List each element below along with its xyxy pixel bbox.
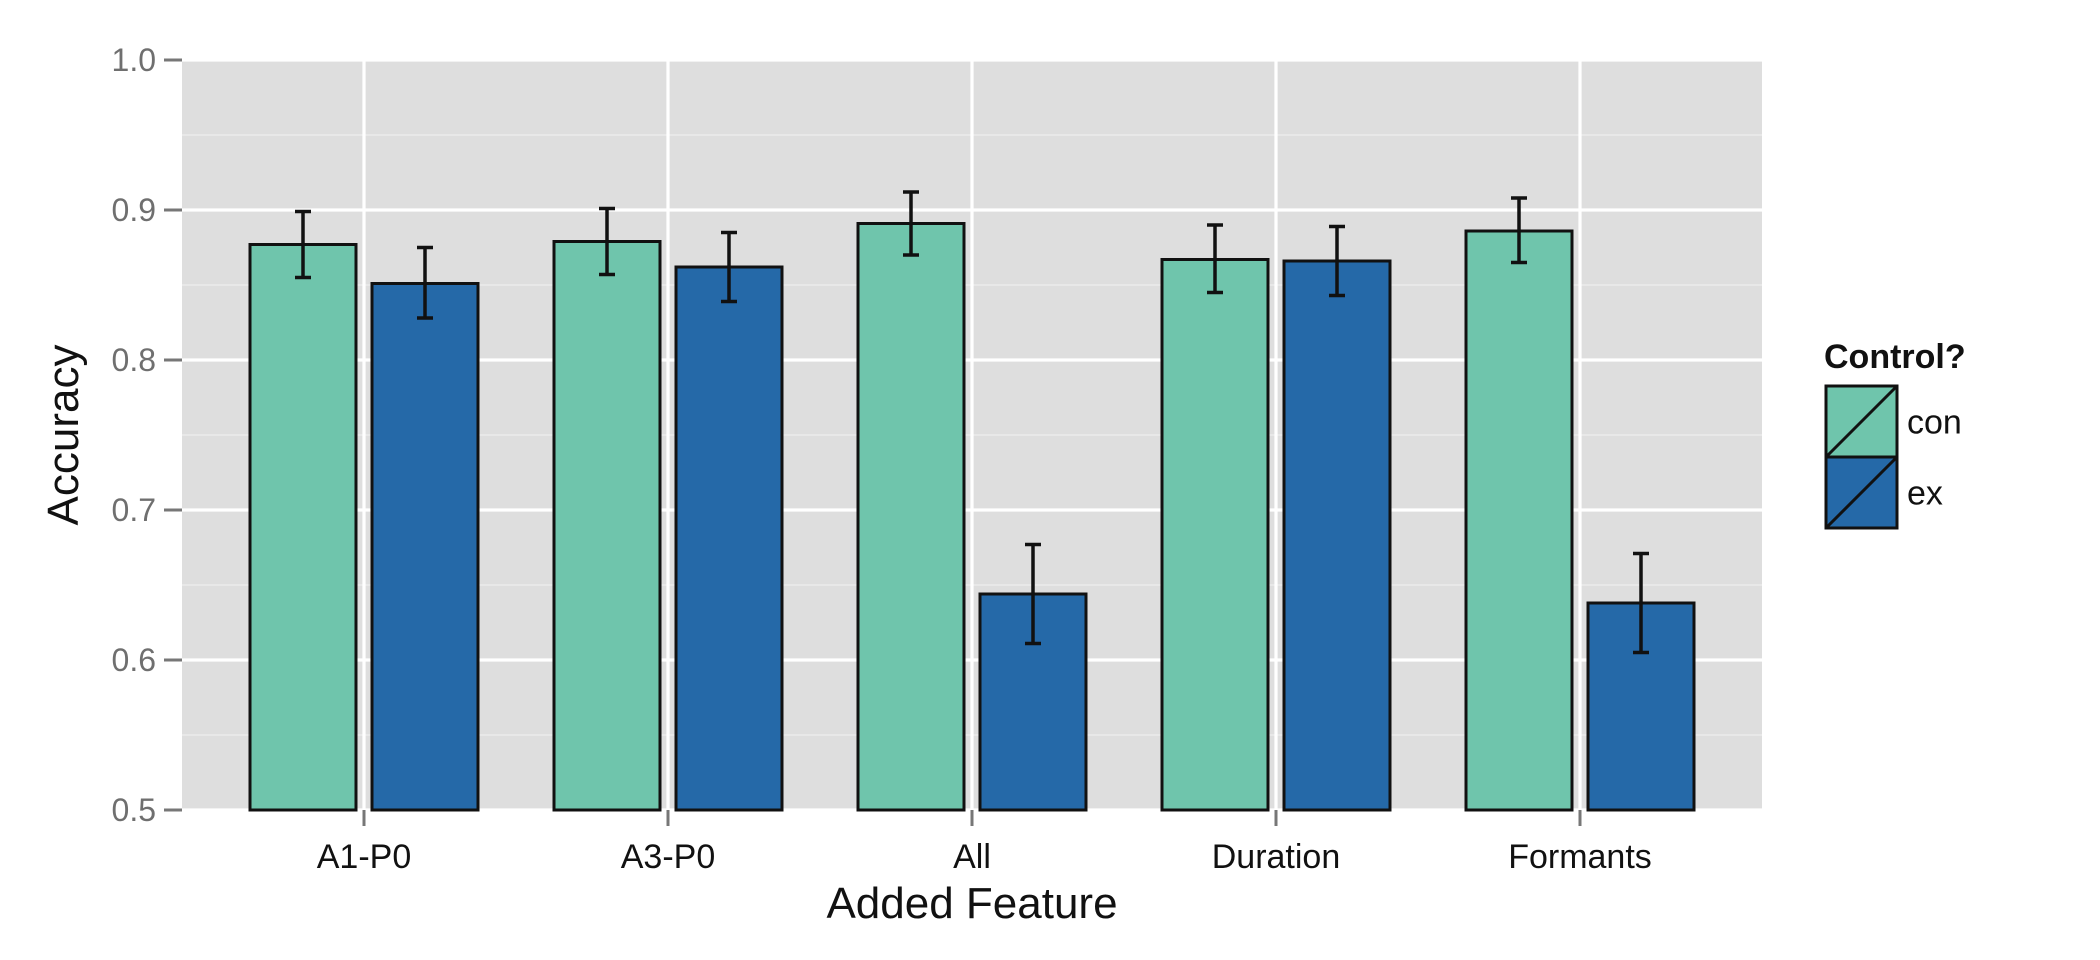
error-bar-con-a1-p0: [295, 209, 311, 280]
legend-label-con: con: [1907, 404, 1962, 442]
y-tick-label: 0.6: [112, 642, 156, 678]
legend-item-ex: ex: [1824, 455, 1943, 530]
x-tick-label: A3-P0: [621, 838, 716, 876]
error-bar-ex-formants: [1633, 551, 1649, 655]
x-axis: A1-P0 A3-P0 All Duration Formants: [317, 810, 1652, 876]
error-bar-con-formants: [1511, 196, 1527, 265]
x-tick-label: Duration: [1212, 838, 1341, 876]
y-tick-label: 1.0: [112, 42, 156, 78]
error-bar-ex-a1-p0: [417, 245, 433, 320]
error-bar-ex-duration: [1329, 224, 1345, 298]
error-bar-con-all: [903, 190, 919, 257]
y-tick-label: 0.8: [112, 342, 156, 378]
legend-label-ex: ex: [1907, 475, 1943, 513]
y-tick-label: 0.5: [112, 792, 156, 828]
error-bars: [295, 190, 1649, 655]
bar-ex-a3-p0: [674, 265, 784, 812]
error-bar-con-duration: [1207, 223, 1223, 295]
bar-con-all: [856, 222, 966, 812]
bar-con-a1-p0: [248, 243, 358, 812]
x-tick-label: A1-P0: [317, 838, 412, 876]
legend-title: Control?: [1824, 338, 1966, 376]
y-tick-label: 0.9: [112, 192, 156, 228]
bar-con-formants: [1464, 229, 1574, 812]
error-bar-ex-a3-p0: [721, 230, 737, 304]
x-axis-title: Added Feature: [826, 879, 1117, 928]
x-tick-label: All: [953, 838, 991, 876]
bar-con-duration: [1160, 258, 1270, 812]
bar-con-a3-p0: [552, 240, 662, 812]
error-bar-ex-all: [1025, 542, 1041, 646]
y-tick-label: 0.7: [112, 492, 156, 528]
y-axis: 0.5 0.6 0.7 0.8 0.9 1.0: [112, 42, 182, 828]
legend-item-con: con: [1824, 384, 1962, 459]
bar-ex-a1-p0: [370, 282, 480, 812]
x-tick-label: Formants: [1508, 838, 1652, 876]
error-bar-con-a3-p0: [599, 206, 615, 277]
y-axis-title: Accuracy: [39, 345, 88, 526]
bar-ex-duration: [1282, 259, 1392, 812]
legend: Control? con ex: [1824, 338, 1966, 530]
